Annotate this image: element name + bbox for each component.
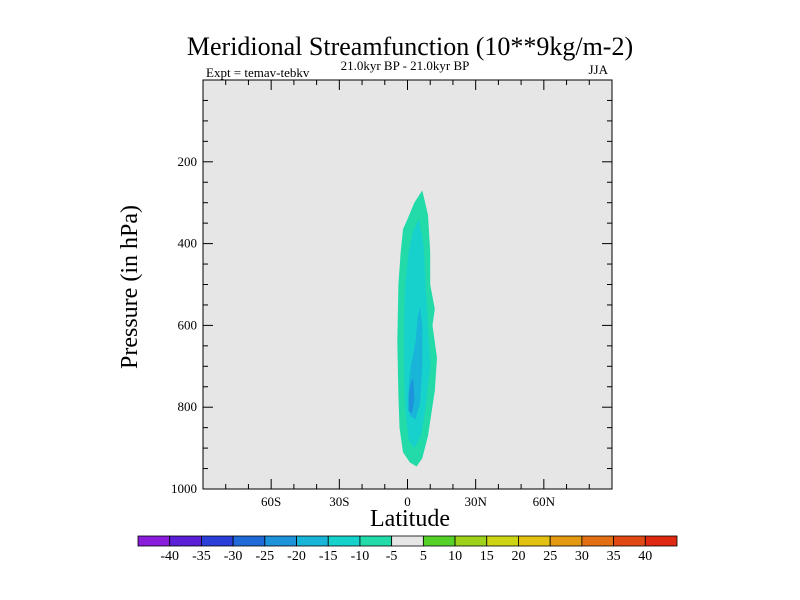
y-tick-label: 1000 <box>171 481 197 496</box>
colorbar-box <box>201 535 234 547</box>
colorbar-box <box>296 535 329 547</box>
colorbar-box <box>644 535 678 547</box>
colorbar-label: 25 <box>543 549 557 564</box>
colorbar-box <box>232 535 266 547</box>
colorbar-label: -5 <box>386 549 398 564</box>
colorbar-label: -40 <box>160 549 179 564</box>
colorbar-box <box>169 535 202 547</box>
colorbar-label: -25 <box>255 549 274 564</box>
colorbar-box <box>581 535 614 547</box>
y-tick-label: 600 <box>178 317 198 332</box>
colorbar-label: 40 <box>638 549 652 564</box>
y-tick-label: 200 <box>178 154 198 169</box>
colorbar-box <box>518 535 551 547</box>
x-tick-label: 60S <box>261 494 281 509</box>
x-tick-label: 60N <box>533 494 556 509</box>
colorbar-box <box>137 535 171 547</box>
colorbar-label: -35 <box>192 549 211 564</box>
colorbar-box <box>549 535 583 547</box>
colorbar-label: -15 <box>319 549 338 564</box>
colorbar-label: -30 <box>224 549 243 564</box>
subtitle-center: 21.0kyr BP - 21.0kyr BP <box>341 58 470 73</box>
colorbar-box <box>264 535 297 547</box>
colorbar-label: -10 <box>351 549 370 564</box>
colorbar-box <box>486 535 519 547</box>
colorbar-label: 20 <box>512 549 526 564</box>
colorbar-box <box>613 535 646 547</box>
colorbar-box <box>391 535 424 547</box>
colorbar-box <box>422 535 456 547</box>
subtitle-right: JJA <box>588 62 608 77</box>
x-axis-label: Latitude <box>370 506 450 532</box>
colorbar-label: 35 <box>607 549 621 564</box>
contour-region-3 <box>408 378 415 414</box>
axis-ticks: 60S 30S 0 30N 60N 200 400 600 800 1000 <box>171 80 612 509</box>
colorbar-label: -20 <box>287 549 306 564</box>
y-tick-label: 400 <box>178 236 198 251</box>
colorbar-label: 10 <box>448 549 462 564</box>
colorbar-label: 15 <box>480 549 494 564</box>
x-tick-label: 30N <box>464 494 487 509</box>
x-tick-label: 30S <box>329 494 349 509</box>
y-axis-label: Pressure (in hPa) <box>117 205 143 369</box>
colorbar-label: 5 <box>420 549 427 564</box>
colorbar: -40 -35 -30 -25 -20 -15 -10 -5 5 10 15 20 25 30 35 40 <box>137 535 678 564</box>
colorbar-label: 30 <box>575 549 589 564</box>
subtitle-left: Expt = temav-tebkv <box>206 65 310 80</box>
contour-regions <box>397 190 437 467</box>
y-tick-label: 800 <box>178 399 198 414</box>
colorbar-box <box>327 535 361 547</box>
colorbar-box <box>359 535 393 547</box>
x-tick-label: 0 <box>404 494 411 509</box>
chart-title: Meridional Streamfunction (10**9kg/m-2) <box>187 32 633 61</box>
colorbar-box <box>454 535 488 547</box>
